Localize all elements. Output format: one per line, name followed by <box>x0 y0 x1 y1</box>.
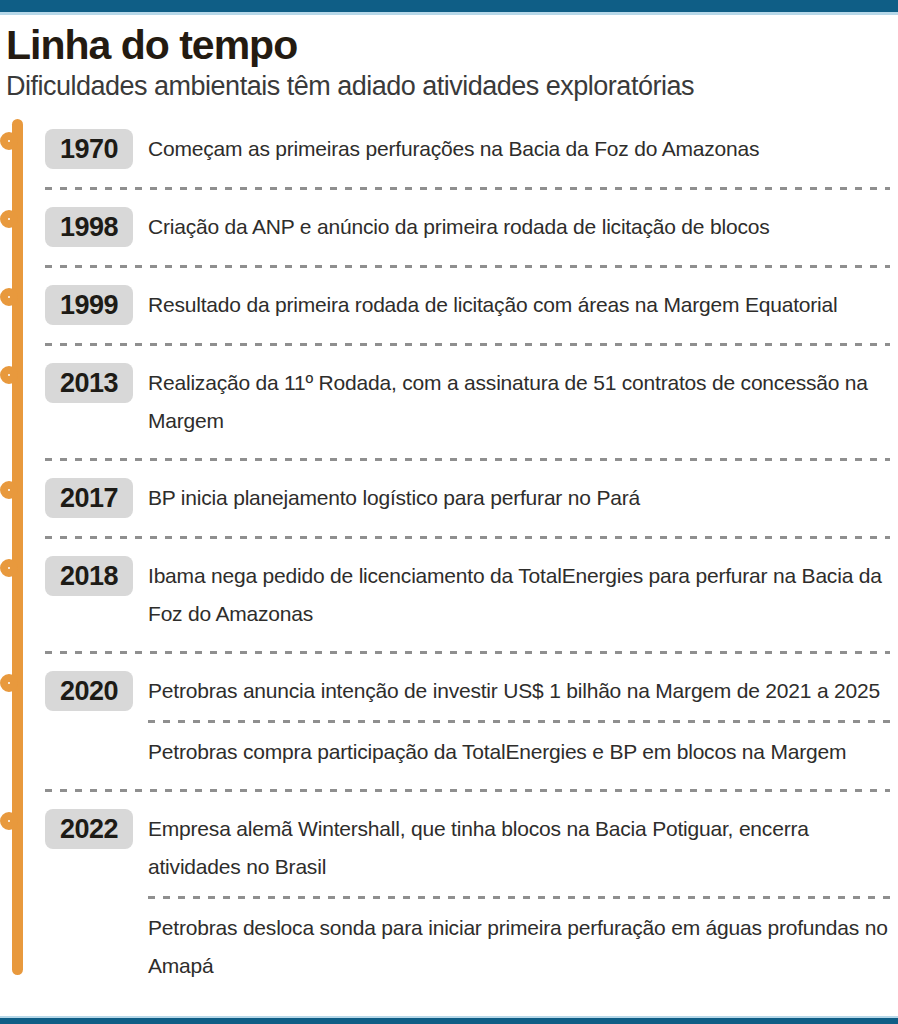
entry-text: Criação da ANP e anúncio da primeira rod… <box>148 208 890 246</box>
entry-texts: Ibama nega pedido de licenciamento da To… <box>148 556 890 633</box>
timeline-node-icon <box>0 674 18 692</box>
entry-text: Realização da 11º Rodada, com a assinatu… <box>148 364 890 440</box>
year-badge: 2017 <box>45 478 133 518</box>
year-badge: 2020 <box>45 671 133 711</box>
year-label: 2020 <box>60 676 118 707</box>
entry-text: Empresa alemã Wintershall, que tinha blo… <box>148 810 890 886</box>
entry-separator <box>45 789 890 792</box>
timeline-node-icon <box>0 366 18 384</box>
entry-separator <box>45 458 890 461</box>
timeline-node-icon <box>0 132 18 150</box>
page-title: Linha do tempo <box>6 23 890 67</box>
year-badge: 2018 <box>45 556 133 596</box>
entry-text: Começam as primeiras perfurações na Baci… <box>148 130 890 168</box>
entry-texts: Empresa alemã Wintershall, que tinha blo… <box>148 809 890 985</box>
entry-separator <box>45 343 890 346</box>
timeline-entry-1998: 1998 Criação da ANP e anúncio da primeir… <box>45 207 890 247</box>
sub-item-separator <box>148 896 890 899</box>
entry-text: Resultado da primeira rodada de licitaçã… <box>148 286 890 324</box>
timeline-node-icon <box>0 481 18 499</box>
header: Linha do tempo Dificuldades ambientais t… <box>0 15 898 103</box>
timeline-entry-2013: 2013 Realização da 11º Rodada, com a ass… <box>45 363 890 440</box>
year-label: 2022 <box>60 814 118 845</box>
year-label: 1999 <box>60 290 118 321</box>
entry-texts: Petrobras anuncia intenção de investir U… <box>148 671 890 771</box>
year-label: 1998 <box>60 212 118 243</box>
timeline-entry-2020: 2020 Petrobras anuncia intenção de inves… <box>45 671 890 771</box>
entry-separator <box>45 536 890 539</box>
timeline-entry-1970: 1970 Começam as primeiras perfurações na… <box>45 129 890 169</box>
year-badge: 1999 <box>45 285 133 325</box>
entry-texts: Realização da 11º Rodada, com a assinatu… <box>148 363 890 440</box>
timeline-entry-2022: 2022 Empresa alemã Wintershall, que tinh… <box>45 809 890 985</box>
timeline-entry-2017: 2017 BP inicia planejamento logístico pa… <box>45 478 890 518</box>
timeline-entry-1999: 1999 Resultado da primeira rodada de lic… <box>45 285 890 325</box>
timeline-entry-2018: 2018 Ibama nega pedido de licenciamento … <box>45 556 890 633</box>
year-label: 2017 <box>60 483 118 514</box>
timeline-node-icon <box>0 812 18 830</box>
timeline-node-icon <box>0 288 18 306</box>
entry-text: Petrobras compra participação da TotalEn… <box>148 733 890 771</box>
year-badge: 1998 <box>45 207 133 247</box>
sub-item-separator <box>148 720 890 723</box>
entry-text: Petrobras desloca sonda para iniciar pri… <box>148 909 890 985</box>
timeline-node-icon <box>0 559 18 577</box>
entry-separator <box>45 651 890 654</box>
bottom-accent-bar <box>0 1016 898 1024</box>
entry-texts: Começam as primeiras perfurações na Baci… <box>148 129 890 168</box>
timeline-infographic: Linha do tempo Dificuldades ambientais t… <box>0 0 898 1024</box>
year-badge: 2022 <box>45 809 133 849</box>
entry-texts: BP inicia planejamento logístico para pe… <box>148 478 890 517</box>
timeline: 1970 Começam as primeiras perfurações na… <box>0 129 898 985</box>
entry-separator <box>45 265 890 268</box>
entry-separator <box>45 187 890 190</box>
entry-texts: Criação da ANP e anúncio da primeira rod… <box>148 207 890 246</box>
page-subtitle: Dificuldades ambientais têm adiado ativi… <box>6 69 890 103</box>
top-accent-bar <box>0 0 898 15</box>
year-label: 2013 <box>60 368 118 399</box>
entry-text: Petrobras anuncia intenção de investir U… <box>148 672 890 710</box>
year-badge: 1970 <box>45 129 133 169</box>
timeline-node-icon <box>0 210 18 228</box>
year-label: 1970 <box>60 134 118 165</box>
entry-text: BP inicia planejamento logístico para pe… <box>148 479 890 517</box>
entry-text: Ibama nega pedido de licenciamento da To… <box>148 557 890 633</box>
timeline-axis-line <box>12 119 23 975</box>
entry-texts: Resultado da primeira rodada de licitaçã… <box>148 285 890 324</box>
year-label: 2018 <box>60 561 118 592</box>
year-badge: 2013 <box>45 363 133 403</box>
